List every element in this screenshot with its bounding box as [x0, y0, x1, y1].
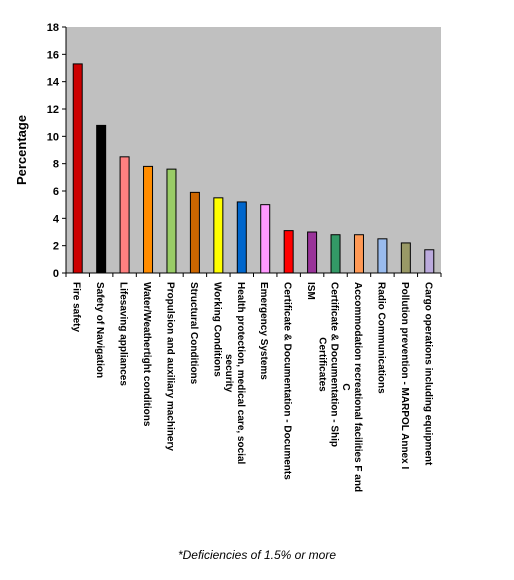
- x-tick-label-13: Radio Communications: [375, 282, 386, 394]
- x-tick-label-12: Accommodation recreational facilities F …: [340, 282, 363, 492]
- bar-12: [353, 234, 364, 274]
- x-tick-label-14: Pollution prevention - MARPOL Annex I: [399, 282, 410, 469]
- y-tick-label-3: 6: [53, 186, 59, 198]
- y-tick-label-4: 8: [53, 159, 59, 171]
- bar-6: [213, 197, 224, 274]
- x-tick-label-line: Certificate & Documentation - Documents: [282, 282, 293, 480]
- x-tick-label-3: Water/Weathertight conditions: [141, 282, 152, 427]
- x-tick-label-line: C: [340, 383, 351, 390]
- x-tick-label-line: ISM: [305, 282, 316, 300]
- bar-9: [283, 230, 294, 274]
- x-tick-label-2: Lifesaving appliances: [118, 282, 129, 386]
- x-tick-label-1: Safety of Navigation: [94, 282, 105, 378]
- x-tick-label-line: Certificate & Documentation - Ship: [329, 282, 340, 447]
- y-tick-label-0: 0: [53, 268, 59, 280]
- x-tick-label-line: Emergency Systems: [258, 282, 269, 380]
- bar-3: [143, 165, 154, 274]
- x-tick-label-11: Certificate & Documentation - ShipCertif…: [317, 282, 340, 447]
- x-tick-label-4: Propulsion and auxiliary machinery: [164, 282, 175, 451]
- x-tick-label-6: Working Conditions: [211, 282, 222, 377]
- bar-11: [330, 234, 341, 274]
- x-tick-label-9: Certificate & Documentation - Documents: [282, 282, 293, 480]
- y-tick-label-8: 16: [47, 49, 59, 61]
- x-tick-label-line: Radio Communications: [375, 282, 386, 394]
- x-tick-label-line: Structural Conditions: [188, 282, 199, 385]
- y-tick-label-9: 18: [47, 22, 59, 34]
- y-tick-label-6: 12: [47, 104, 59, 116]
- y-tick-label-2: 4: [53, 213, 60, 225]
- bar-chart: 0 2 4 6 8 10 12 14 16 18 Fire safety Safety of Nav…: [14, 22, 442, 492]
- bar-0: [72, 63, 83, 274]
- x-tick-label-line: Fire safety: [71, 282, 82, 332]
- x-tick-label-line: security: [223, 354, 234, 393]
- bar-13: [377, 238, 388, 274]
- bar-4: [166, 168, 177, 274]
- x-tick-label-line: Health protection, medical care, social: [235, 282, 246, 465]
- x-axis-labels: Fire safety Safety of Navigation Lifesavin…: [71, 282, 434, 492]
- x-tick-label-line: Accommodation recreational facilities F …: [352, 282, 363, 492]
- x-tick-label-line: Cargo operations including equipment: [422, 282, 433, 466]
- x-ticks: [65, 273, 442, 277]
- y-tick-label-7: 14: [47, 77, 60, 89]
- bar-14: [400, 242, 411, 274]
- y-ticks: 0 2 4 6 8 10 12 14 16 18: [47, 22, 66, 280]
- x-tick-label-0: Fire safety: [71, 282, 82, 332]
- bar-5: [189, 191, 200, 274]
- x-tick-label-line: Safety of Navigation: [94, 282, 105, 378]
- bar-2: [119, 156, 130, 274]
- bar-8: [260, 204, 271, 274]
- y-axis-title: Percentage: [14, 115, 29, 185]
- x-tick-label-8: Emergency Systems: [258, 282, 269, 380]
- bar-15: [424, 249, 435, 274]
- y-tick-label-1: 2: [53, 241, 59, 253]
- x-tick-label-line: Working Conditions: [211, 282, 222, 377]
- x-tick-label-line: Propulsion and auxiliary machinery: [164, 282, 175, 451]
- bar-10: [307, 231, 318, 274]
- x-tick-label-15: Cargo operations including equipment: [422, 282, 433, 466]
- x-tick-label-10: ISM: [305, 282, 316, 300]
- x-tick-label-5: Structural Conditions: [188, 282, 199, 385]
- footnote: *Deficiencies of 1.5% or more: [177, 548, 337, 562]
- x-tick-label-line: Pollution prevention - MARPOL Annex I: [399, 282, 410, 469]
- x-tick-label-7: Health protection, medical care, socials…: [223, 282, 246, 465]
- bar-7: [236, 201, 247, 274]
- x-tick-label-line: Certificates: [317, 337, 328, 392]
- x-tick-label-line: Lifesaving appliances: [118, 282, 129, 386]
- x-tick-label-line: Water/Weathertight conditions: [141, 282, 152, 427]
- y-tick-label-5: 10: [47, 131, 59, 143]
- bar-1: [96, 124, 107, 274]
